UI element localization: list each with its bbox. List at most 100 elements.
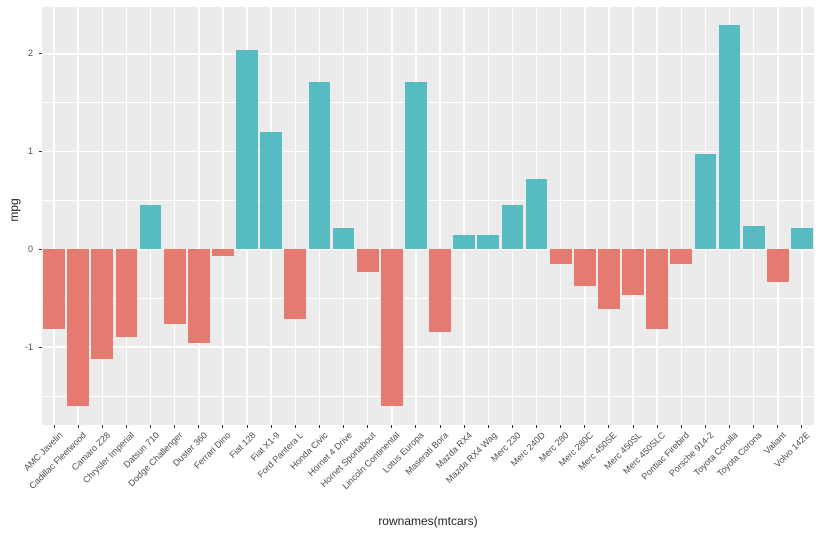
x-tick-mark (270, 424, 272, 428)
gridline-major-v (584, 7, 586, 425)
gridline-minor-h (42, 297, 814, 299)
x-tick-mark (439, 424, 441, 428)
bar (91, 249, 114, 360)
bar (694, 153, 717, 250)
gridline-major-v (801, 7, 803, 425)
gridline-major-v (198, 7, 200, 425)
y-axis-title: mpg (7, 198, 21, 222)
y-tick-label: 1 (27, 146, 33, 157)
gridline-major-h (42, 248, 814, 250)
x-tick-mark (729, 424, 731, 428)
bar (260, 132, 283, 250)
gridline-major-h (42, 53, 814, 55)
x-tick-mark (608, 424, 610, 428)
x-tick-mark (53, 424, 55, 428)
gridline-major-v (463, 7, 465, 425)
x-tick-mark (704, 424, 706, 428)
x-axis-title: rownames(mtcars) (378, 514, 478, 528)
gridline-major-v (222, 7, 224, 425)
gridline-major-v (53, 7, 55, 425)
gridline-major-v (439, 7, 441, 425)
x-tick-mark (536, 424, 538, 428)
y-tick-mark (38, 53, 42, 55)
x-tick-mark (198, 424, 200, 428)
gridline-major-v (366, 7, 369, 425)
gridline-major-v (777, 7, 779, 425)
bar (139, 205, 162, 250)
y-tick-label: 0 (27, 243, 33, 254)
x-tick-mark (511, 424, 513, 428)
bar (525, 179, 548, 250)
bar (791, 228, 813, 250)
gridline-major-v (608, 7, 610, 425)
x-tick-mark (487, 424, 489, 428)
bar (43, 249, 65, 329)
bar (284, 249, 307, 319)
x-tick-mark (463, 424, 465, 428)
y-tick-mark (38, 151, 42, 153)
gridline-major-v (342, 7, 345, 425)
gridline-major-v (77, 7, 79, 425)
bar (115, 249, 138, 337)
bar (187, 249, 210, 344)
bar (766, 249, 789, 282)
x-tick-mark (125, 424, 127, 428)
gridline-minor-h (42, 395, 814, 397)
gridline-minor-h (42, 102, 814, 104)
x-tick-label: Toyota Corona (715, 430, 764, 479)
y-tick-mark (38, 346, 42, 348)
gridline-major-v (752, 7, 755, 425)
x-tick-mark (77, 424, 79, 428)
bar (236, 49, 258, 250)
bar (212, 249, 234, 256)
x-tick-mark (415, 424, 417, 428)
x-tick-mark (680, 424, 682, 428)
bar (622, 249, 644, 295)
x-tick-mark (246, 424, 248, 428)
bar (646, 249, 669, 329)
x-tick-mark (174, 424, 176, 428)
bar (598, 249, 620, 310)
bar (501, 205, 524, 250)
bar (477, 234, 500, 250)
bar (67, 249, 90, 407)
x-tick-mark (343, 424, 345, 428)
bar (380, 249, 403, 407)
x-tick-mark (753, 424, 755, 428)
x-tick-mark (560, 424, 562, 428)
bar (718, 25, 741, 250)
gridline-major-v (294, 7, 296, 425)
bar (356, 249, 379, 272)
gridline-major-v (680, 7, 682, 425)
bar (453, 234, 476, 250)
y-tick-mark (38, 248, 42, 250)
x-tick-mark (367, 424, 369, 428)
bar (549, 249, 572, 264)
gridline-major-v (632, 7, 634, 425)
y-tick-label: 2 (27, 48, 33, 59)
x-tick-mark (222, 424, 224, 428)
x-tick-mark (632, 424, 634, 428)
bar (670, 249, 693, 264)
bar (742, 226, 765, 250)
gridline-major-v (125, 7, 128, 425)
bar (429, 249, 451, 332)
gridline-major-v (391, 7, 393, 425)
gridline-major-h (42, 150, 814, 153)
gridline-major-v (656, 7, 658, 425)
x-tick-mark (101, 424, 103, 428)
bar (405, 82, 427, 250)
plot-panel (42, 7, 814, 425)
x-tick-mark (318, 424, 320, 428)
y-tick-label: -1 (24, 341, 33, 352)
x-tick-mark (656, 424, 658, 428)
gridline-major-v (173, 7, 176, 425)
bar (163, 249, 186, 324)
bar (332, 228, 355, 250)
gridline-major-v (101, 7, 103, 425)
gridline-major-v (487, 7, 489, 425)
x-tick-mark (391, 424, 393, 428)
gridline-major-v (559, 7, 562, 425)
x-tick-mark (150, 424, 152, 428)
